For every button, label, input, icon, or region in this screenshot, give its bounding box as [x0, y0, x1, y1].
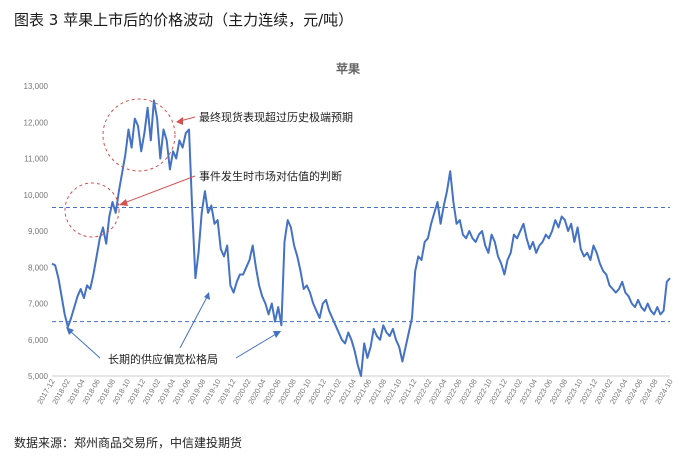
supply-arrowhead-2 [204, 292, 210, 300]
reference-lines [52, 206, 670, 323]
y-tick-label: 8,000 [28, 263, 49, 272]
x-axis: 2017-122018-022018-042018-062018-082018-… [35, 378, 675, 406]
y-tick-label: 11,000 [24, 155, 48, 164]
supply-arrow-1 [69, 330, 101, 359]
y-tick-label: 9,000 [28, 227, 49, 236]
supply-arrowhead-3 [273, 331, 281, 338]
y-axis: 5,000 6,000 7,000 8,000 9,000 10,000 11,000 12,… [24, 82, 49, 381]
series-line [51, 99, 671, 377]
annotation-loose-supply: 长期的供应偏宽松格局 [108, 352, 218, 366]
y-tick-label: 10,000 [24, 191, 49, 200]
annotation-markers [64, 98, 281, 359]
y-tick-label: 5,000 [28, 372, 49, 381]
annotation-event-valuation: 事件发生时市场对估值的判断 [199, 169, 342, 183]
y-tick-label: 13,000 [24, 82, 49, 91]
peak-highlight-circle [102, 98, 176, 172]
y-tick-label: 6,000 [28, 336, 49, 345]
line-chart: 苹果 5,000 6,000 7,000 8,000 9,000 10,000 11,000… [24, 61, 675, 406]
peak-arrowhead [176, 117, 183, 125]
supply-arrow-3 [235, 333, 277, 359]
event-arrowhead [119, 199, 128, 206]
y-tick-label: 7,000 [28, 300, 49, 309]
chart-title: 苹果 [336, 61, 360, 76]
event-arrow [123, 175, 196, 204]
event-highlight-circle [64, 182, 120, 238]
annotation-extreme-expectation: 最终现货表现超过历史极端预期 [199, 110, 353, 124]
y-tick-label: 12,000 [24, 118, 49, 127]
source-note: 数据来源：郑州商品交易所，中信建投期货 [14, 436, 243, 450]
figure-title: 图表 3 苹果上市后的价格波动（主力连续，元/吨） [14, 11, 354, 29]
supply-arrow-2 [179, 296, 208, 349]
supply-arrowhead-1 [66, 327, 74, 335]
